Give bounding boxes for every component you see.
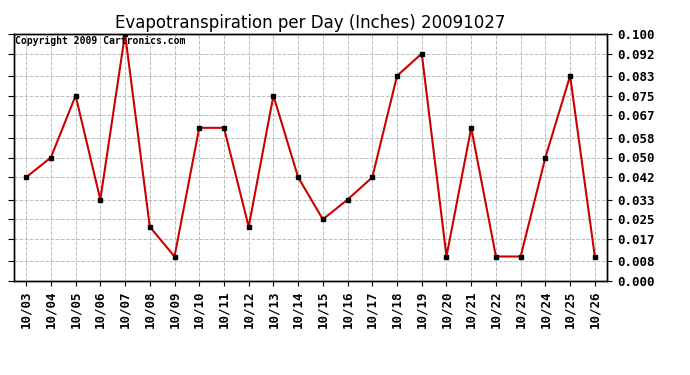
Title: Evapotranspiration per Day (Inches) 20091027: Evapotranspiration per Day (Inches) 2009…: [115, 14, 506, 32]
Text: Copyright 2009 Cartronics.com: Copyright 2009 Cartronics.com: [15, 36, 186, 46]
